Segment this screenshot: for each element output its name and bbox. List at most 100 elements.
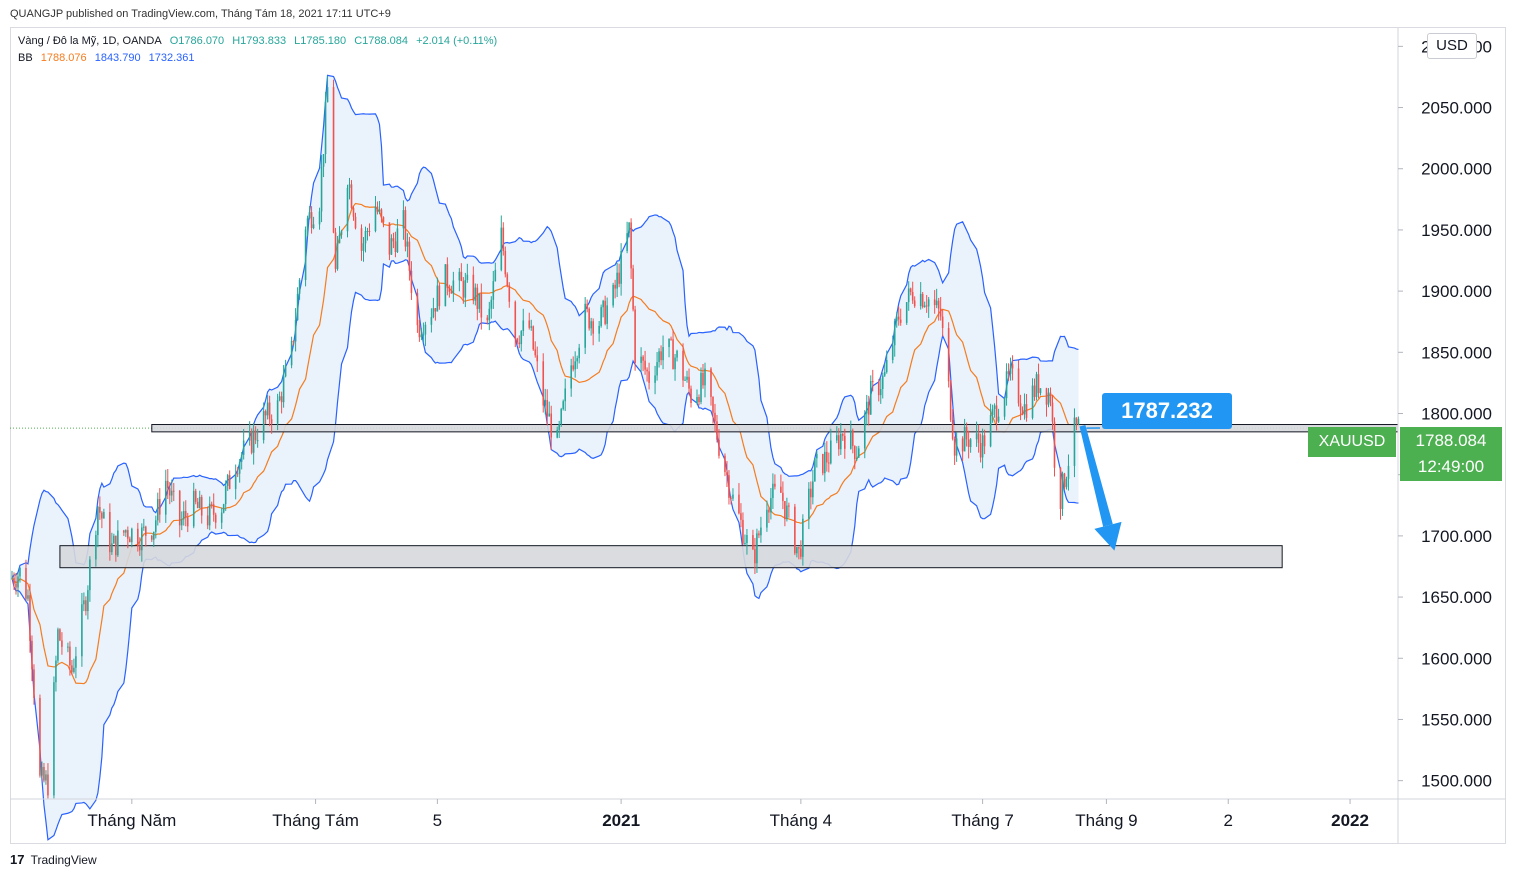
bb-band-fill [11,75,1079,840]
bb-basis-line [11,202,1079,685]
candle-body [1021,410,1024,415]
candle-body [592,321,594,334]
candle [993,403,996,418]
candle-body [508,285,511,302]
candle-body [368,230,371,232]
candle-body [290,340,293,366]
bb-indicator-label[interactable]: BB [18,52,33,64]
candle-body [326,87,329,103]
candle-body [732,494,734,499]
candle [228,470,231,490]
candle [975,421,978,447]
candle [500,215,503,272]
candle-body [925,305,928,307]
candle-body [338,234,341,244]
candle [446,257,449,296]
candle-body [618,272,620,284]
candle [604,295,606,326]
candle-body [937,300,940,309]
candle-body [1003,398,1006,417]
symbol-title[interactable]: Vàng / Đô la Mỹ, 1D, OANDA [18,35,162,47]
candle-body [224,485,227,505]
candle-body [997,416,1000,422]
footer-brand[interactable]: 17 TradingView [10,852,97,867]
candle [784,500,786,527]
candle-body [532,326,535,350]
candle-body [923,305,926,308]
candle [871,369,874,392]
candle-body [336,243,339,269]
candle-body [184,511,187,518]
currency-button[interactable]: USD [1427,33,1477,59]
candle-body [989,414,992,447]
candle [656,352,658,381]
candle-body [883,372,886,376]
candle-body [33,669,35,698]
candle [198,490,201,509]
time-tick-label: Tháng Tám [272,811,359,830]
candle [125,529,127,537]
candle [698,394,700,406]
candle [1049,387,1052,407]
candle [152,531,155,548]
candle-body [444,264,447,307]
time-tick-label: 5 [433,811,442,830]
candle-body [674,357,676,370]
candle [620,243,622,296]
candle [885,350,888,374]
candle [951,409,954,441]
candle [33,664,35,705]
candle [103,508,105,519]
candle [983,429,986,455]
candle-body [572,365,574,370]
candle [939,296,942,321]
candle [490,296,493,319]
candle [588,307,590,331]
candle-body [1063,473,1066,488]
candle-body [614,284,616,289]
candle [640,347,642,372]
candle-body [849,430,852,449]
candle-body [1073,417,1076,466]
price-axis-ticks: 1500.000 1550.000 1600.000 1650.000 1700.000… [1398,37,1492,791]
arrow-head [1094,521,1122,551]
candle [336,235,339,271]
candle-body [756,533,758,564]
candle [332,79,335,234]
candles [11,75,1080,799]
candle-body [476,287,479,309]
candle [41,761,43,779]
candle-body [47,774,49,796]
candle [89,556,91,602]
chart-frame[interactable] [10,27,1506,844]
candle [1007,363,1010,381]
candle-body [236,473,239,475]
candle-body [598,325,600,334]
candle-body [364,230,367,244]
candle [220,507,223,529]
candle [254,426,257,445]
candle-body [320,166,323,212]
candle [170,479,173,503]
candle-body [1047,392,1050,405]
candle [907,281,910,311]
high-value: H1793.833 [232,35,287,47]
candle-body [380,209,383,218]
candle [139,537,141,556]
price-callout[interactable]: 1787.232 [1102,393,1232,429]
candle-body [156,499,159,521]
candle-body [544,399,547,406]
candle [123,529,125,536]
candle [109,503,111,561]
candle [25,559,27,601]
candle-body [450,291,453,294]
candle [97,505,99,548]
candle-body [606,305,608,324]
candle-body [238,461,241,474]
candle-body [186,517,189,527]
candle-body [869,381,872,415]
candle-body [824,451,826,474]
candle [532,325,535,351]
candle [732,488,734,501]
